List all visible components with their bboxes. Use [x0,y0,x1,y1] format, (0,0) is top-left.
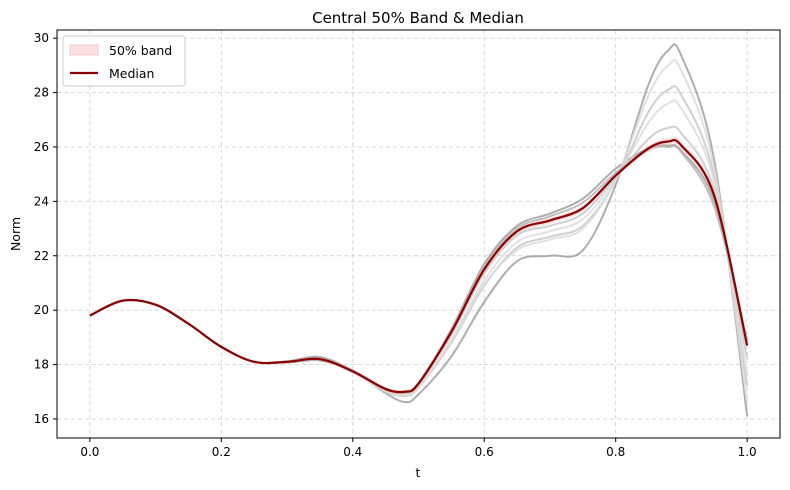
y-axis-ticks: 16 18 20 22 24 26 28 30 [34,31,57,426]
y-tick-label: 30 [34,31,49,45]
sample-line [89,85,749,398]
x-axis-label: t [416,465,421,480]
x-axis-ticks: 0.0 0.2 0.4 0.6 0.8 1.0 [80,438,757,459]
band-layer [89,136,748,395]
grid [57,30,780,438]
sample-line [89,144,749,394]
x-tick-label: 0.0 [80,445,99,459]
plot-frame [56,29,781,439]
sample-line [89,43,749,417]
sample-line [89,125,749,395]
band-area [89,136,748,395]
x-tick-label: 0.2 [212,445,231,459]
y-tick-label: 24 [34,194,49,208]
x-tick-label: 0.8 [606,445,625,459]
legend: 50% band Median [62,35,186,87]
sample-line [89,99,749,396]
y-tick-label: 28 [34,86,49,100]
y-tick-label: 26 [34,140,49,154]
y-tick-label: 22 [34,249,49,263]
y-tick-label: 16 [34,412,49,426]
x-tick-label: 0.4 [343,445,362,459]
y-tick-label: 20 [34,303,49,317]
y-axis-label: Norm [8,217,23,251]
x-tick-label: 1.0 [738,445,757,459]
median-layer [89,138,749,394]
legend-median-label: Median [109,66,154,81]
y-tick-label: 18 [34,358,49,372]
median-line [89,138,749,394]
sample-lines [89,43,749,417]
sample-line [89,145,749,393]
legend-band-label: 50% band [109,43,172,58]
x-tick-label: 0.6 [475,445,494,459]
chart-title: Central 50% Band & Median [312,9,524,27]
legend-band-swatch [69,44,99,56]
